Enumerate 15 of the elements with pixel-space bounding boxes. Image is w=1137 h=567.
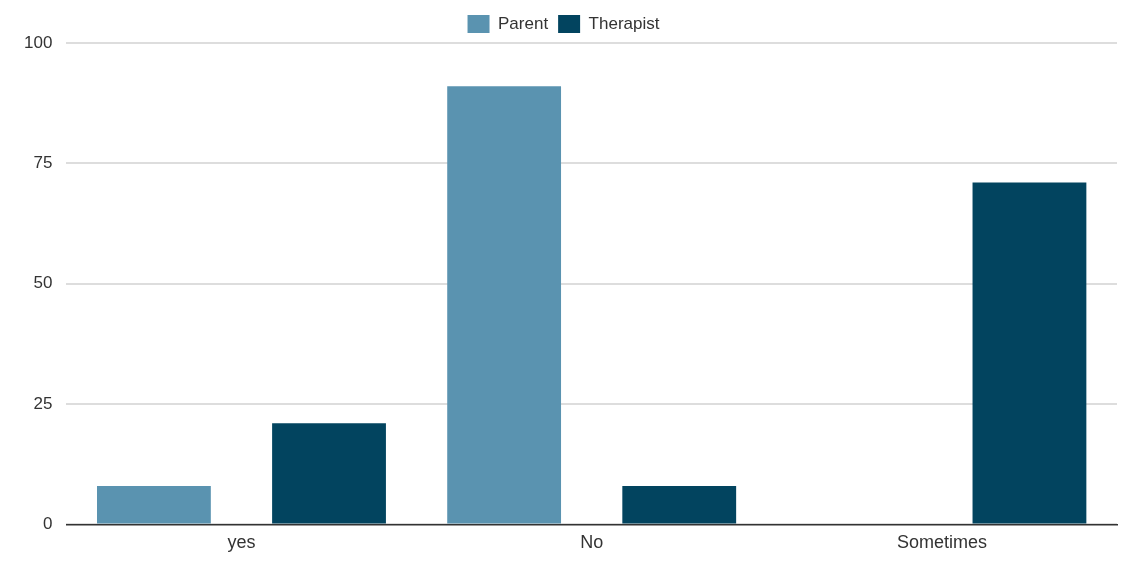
y-tick-label: 0 bbox=[42, 514, 53, 534]
y-tick-label: 75 bbox=[33, 153, 53, 173]
x-tick-label: yes bbox=[227, 532, 256, 553]
bar bbox=[972, 182, 1087, 524]
y-tick-label: 100 bbox=[23, 32, 53, 52]
bar bbox=[97, 485, 211, 524]
y-tick-label: 50 bbox=[33, 273, 53, 293]
bar bbox=[622, 485, 737, 524]
x-tick-label: No bbox=[580, 532, 604, 553]
x-tick-label: Sometimes bbox=[896, 532, 987, 553]
legend-label: Therapist bbox=[588, 13, 660, 33]
legend-label: Parent bbox=[498, 13, 549, 33]
y-tick-label: 25 bbox=[33, 393, 53, 413]
bar bbox=[447, 86, 562, 524]
bar bbox=[272, 423, 386, 524]
